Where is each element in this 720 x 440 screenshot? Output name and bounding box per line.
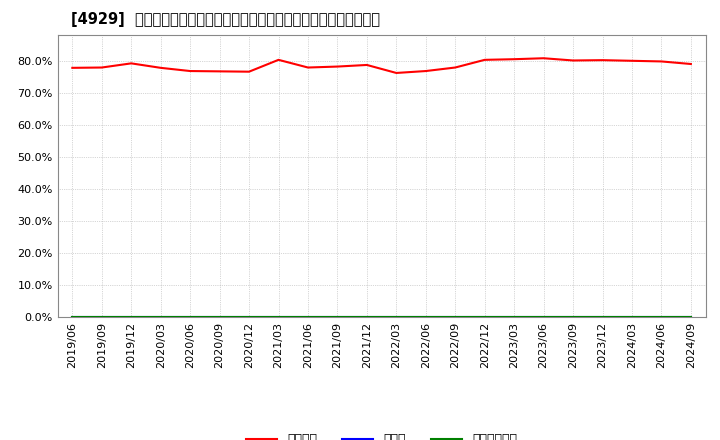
Text: [4929]  自己資本、のれん、繰延税金資産の総資産に対する比率の推移: [4929] 自己資本、のれん、繰延税金資産の総資産に対する比率の推移 xyxy=(71,12,379,27)
Legend: 自己資本, のれん, 繰延税金資産: 自己資本, のれん, 繰延税金資産 xyxy=(241,429,522,440)
